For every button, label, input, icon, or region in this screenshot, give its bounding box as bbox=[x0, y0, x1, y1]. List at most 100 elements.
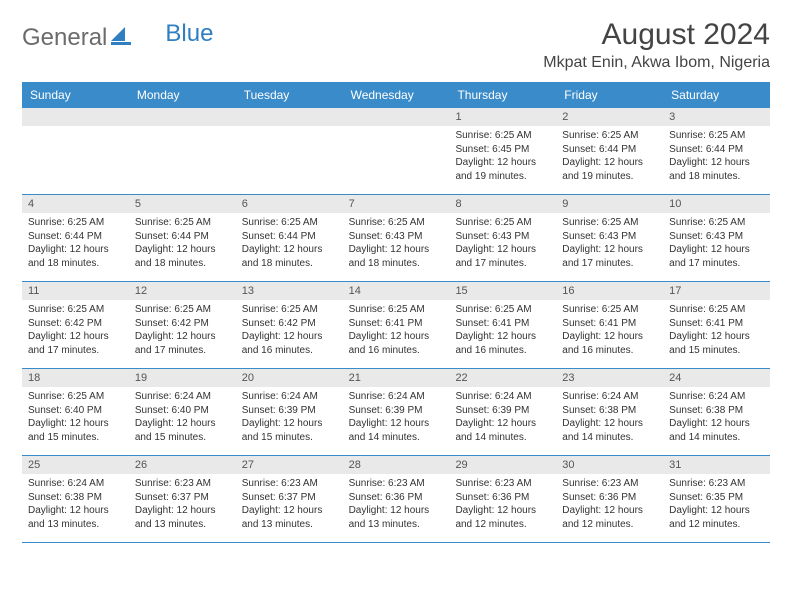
daylight-text: Daylight: 12 hours and 17 minutes. bbox=[455, 243, 550, 270]
day-body: Sunrise: 6:24 AMSunset: 6:38 PMDaylight:… bbox=[663, 387, 770, 448]
daylight-text: Daylight: 12 hours and 14 minutes. bbox=[562, 417, 657, 444]
sunrise-text: Sunrise: 6:25 AM bbox=[562, 216, 657, 230]
sunset-text: Sunset: 6:41 PM bbox=[455, 317, 550, 331]
day-body: Sunrise: 6:25 AMSunset: 6:41 PMDaylight:… bbox=[343, 300, 450, 361]
sunset-text: Sunset: 6:44 PM bbox=[562, 143, 657, 157]
day-number: 11 bbox=[22, 282, 129, 300]
sunset-text: Sunset: 6:44 PM bbox=[669, 143, 764, 157]
weekday-header: Saturday bbox=[663, 82, 770, 108]
day-number: 29 bbox=[449, 456, 556, 474]
daylight-text: Daylight: 12 hours and 13 minutes. bbox=[242, 504, 337, 531]
sunrise-text: Sunrise: 6:25 AM bbox=[562, 303, 657, 317]
sunrise-text: Sunrise: 6:25 AM bbox=[135, 216, 230, 230]
day-cell: 26Sunrise: 6:23 AMSunset: 6:37 PMDayligh… bbox=[129, 456, 236, 542]
weekday-header: Tuesday bbox=[236, 82, 343, 108]
day-number: 23 bbox=[556, 369, 663, 387]
sunset-text: Sunset: 6:42 PM bbox=[28, 317, 123, 331]
day-number bbox=[22, 108, 129, 126]
sunrise-text: Sunrise: 6:23 AM bbox=[455, 477, 550, 491]
location-subtitle: Mkpat Enin, Akwa Ibom, Nigeria bbox=[543, 54, 770, 72]
sunrise-text: Sunrise: 6:25 AM bbox=[562, 129, 657, 143]
day-number: 15 bbox=[449, 282, 556, 300]
day-body: Sunrise: 6:25 AMSunset: 6:43 PMDaylight:… bbox=[449, 213, 556, 274]
daylight-text: Daylight: 12 hours and 13 minutes. bbox=[135, 504, 230, 531]
day-number bbox=[129, 108, 236, 126]
sunset-text: Sunset: 6:37 PM bbox=[135, 491, 230, 505]
day-body: Sunrise: 6:25 AMSunset: 6:42 PMDaylight:… bbox=[236, 300, 343, 361]
calendar-grid: SundayMondayTuesdayWednesdayThursdayFrid… bbox=[22, 82, 770, 543]
sunrise-text: Sunrise: 6:25 AM bbox=[455, 129, 550, 143]
sunrise-text: Sunrise: 6:25 AM bbox=[669, 216, 764, 230]
week-row: 4Sunrise: 6:25 AMSunset: 6:44 PMDaylight… bbox=[22, 195, 770, 282]
day-body: Sunrise: 6:25 AMSunset: 6:41 PMDaylight:… bbox=[556, 300, 663, 361]
daylight-text: Daylight: 12 hours and 16 minutes. bbox=[562, 330, 657, 357]
day-cell: 3Sunrise: 6:25 AMSunset: 6:44 PMDaylight… bbox=[663, 108, 770, 194]
weekday-header-row: SundayMondayTuesdayWednesdayThursdayFrid… bbox=[22, 82, 770, 108]
day-body: Sunrise: 6:23 AMSunset: 6:37 PMDaylight:… bbox=[129, 474, 236, 535]
sunset-text: Sunset: 6:43 PM bbox=[562, 230, 657, 244]
day-body: Sunrise: 6:25 AMSunset: 6:43 PMDaylight:… bbox=[556, 213, 663, 274]
weekday-header: Thursday bbox=[449, 82, 556, 108]
sunset-text: Sunset: 6:40 PM bbox=[28, 404, 123, 418]
day-body: Sunrise: 6:25 AMSunset: 6:45 PMDaylight:… bbox=[449, 126, 556, 187]
day-body: Sunrise: 6:24 AMSunset: 6:39 PMDaylight:… bbox=[343, 387, 450, 448]
day-number bbox=[236, 108, 343, 126]
sunrise-text: Sunrise: 6:25 AM bbox=[455, 303, 550, 317]
sunset-text: Sunset: 6:36 PM bbox=[562, 491, 657, 505]
day-number: 2 bbox=[556, 108, 663, 126]
day-body: Sunrise: 6:24 AMSunset: 6:39 PMDaylight:… bbox=[449, 387, 556, 448]
day-cell: 2 Sunrise: 6:25 AMSunset: 6:44 PMDaylight… bbox=[556, 108, 663, 194]
day-cell: 7Sunrise: 6:25 AMSunset: 6:43 PMDaylight… bbox=[343, 195, 450, 281]
sunset-text: Sunset: 6:42 PM bbox=[135, 317, 230, 331]
sunset-text: Sunset: 6:43 PM bbox=[669, 230, 764, 244]
day-cell: 16Sunrise: 6:25 AMSunset: 6:41 PMDayligh… bbox=[556, 282, 663, 368]
day-cell bbox=[236, 108, 343, 194]
day-number: 28 bbox=[343, 456, 450, 474]
weeks-container: 1Sunrise: 6:25 AMSunset: 6:45 PMDaylight… bbox=[22, 108, 770, 543]
daylight-text: Daylight: 12 hours and 19 minutes. bbox=[562, 156, 657, 183]
day-cell: 29Sunrise: 6:23 AMSunset: 6:36 PMDayligh… bbox=[449, 456, 556, 542]
sunset-text: Sunset: 6:44 PM bbox=[135, 230, 230, 244]
day-cell: 10Sunrise: 6:25 AMSunset: 6:43 PMDayligh… bbox=[663, 195, 770, 281]
sunrise-text: Sunrise: 6:25 AM bbox=[349, 303, 444, 317]
sunset-text: Sunset: 6:39 PM bbox=[242, 404, 337, 418]
day-cell: 25Sunrise: 6:24 AMSunset: 6:38 PMDayligh… bbox=[22, 456, 129, 542]
sunrise-text: Sunrise: 6:23 AM bbox=[242, 477, 337, 491]
sunrise-text: Sunrise: 6:24 AM bbox=[669, 390, 764, 404]
day-body: Sunrise: 6:25 AMSunset: 6:42 PMDaylight:… bbox=[22, 300, 129, 361]
sunrise-text: Sunrise: 6:25 AM bbox=[669, 303, 764, 317]
sunset-text: Sunset: 6:44 PM bbox=[28, 230, 123, 244]
day-body: Sunrise: 6:25 AMSunset: 6:44 PMDaylight:… bbox=[129, 213, 236, 274]
day-body: Sunrise: 6:25 AMSunset: 6:41 PMDaylight:… bbox=[663, 300, 770, 361]
sunset-text: Sunset: 6:38 PM bbox=[562, 404, 657, 418]
daylight-text: Daylight: 12 hours and 13 minutes. bbox=[349, 504, 444, 531]
week-row: 11Sunrise: 6:25 AMSunset: 6:42 PMDayligh… bbox=[22, 282, 770, 369]
day-body: Sunrise: 6:25 AMSunset: 6:43 PMDaylight:… bbox=[343, 213, 450, 274]
day-body: Sunrise: 6:24 AMSunset: 6:40 PMDaylight:… bbox=[129, 387, 236, 448]
sunset-text: Sunset: 6:38 PM bbox=[669, 404, 764, 418]
day-body: Sunrise: 6:23 AMSunset: 6:36 PMDaylight:… bbox=[343, 474, 450, 535]
sunset-text: Sunset: 6:39 PM bbox=[455, 404, 550, 418]
daylight-text: Daylight: 12 hours and 15 minutes. bbox=[28, 417, 123, 444]
day-cell bbox=[129, 108, 236, 194]
day-cell: 24Sunrise: 6:24 AMSunset: 6:38 PMDayligh… bbox=[663, 369, 770, 455]
day-body: Sunrise: 6:23 AMSunset: 6:36 PMDaylight:… bbox=[556, 474, 663, 535]
day-cell: 8Sunrise: 6:25 AMSunset: 6:43 PMDaylight… bbox=[449, 195, 556, 281]
sunset-text: Sunset: 6:38 PM bbox=[28, 491, 123, 505]
day-number: 20 bbox=[236, 369, 343, 387]
logo: General Blue bbox=[22, 18, 213, 52]
daylight-text: Daylight: 12 hours and 14 minutes. bbox=[455, 417, 550, 444]
logo-sail-icon bbox=[111, 24, 133, 52]
day-cell: 18Sunrise: 6:25 AMSunset: 6:40 PMDayligh… bbox=[22, 369, 129, 455]
daylight-text: Daylight: 12 hours and 17 minutes. bbox=[562, 243, 657, 270]
daylight-text: Daylight: 12 hours and 18 minutes. bbox=[669, 156, 764, 183]
day-body: Sunrise: 6:23 AMSunset: 6:37 PMDaylight:… bbox=[236, 474, 343, 535]
day-body: Sunrise: 6:25 AMSunset: 6:44 PMDaylight:… bbox=[663, 126, 770, 187]
sunrise-text: Sunrise: 6:25 AM bbox=[669, 129, 764, 143]
day-number: 19 bbox=[129, 369, 236, 387]
day-number: 10 bbox=[663, 195, 770, 213]
daylight-text: Daylight: 12 hours and 18 minutes. bbox=[242, 243, 337, 270]
sunrise-text: Sunrise: 6:24 AM bbox=[562, 390, 657, 404]
day-body: Sunrise: 6:23 AMSunset: 6:36 PMDaylight:… bbox=[449, 474, 556, 535]
sunrise-text: Sunrise: 6:24 AM bbox=[455, 390, 550, 404]
